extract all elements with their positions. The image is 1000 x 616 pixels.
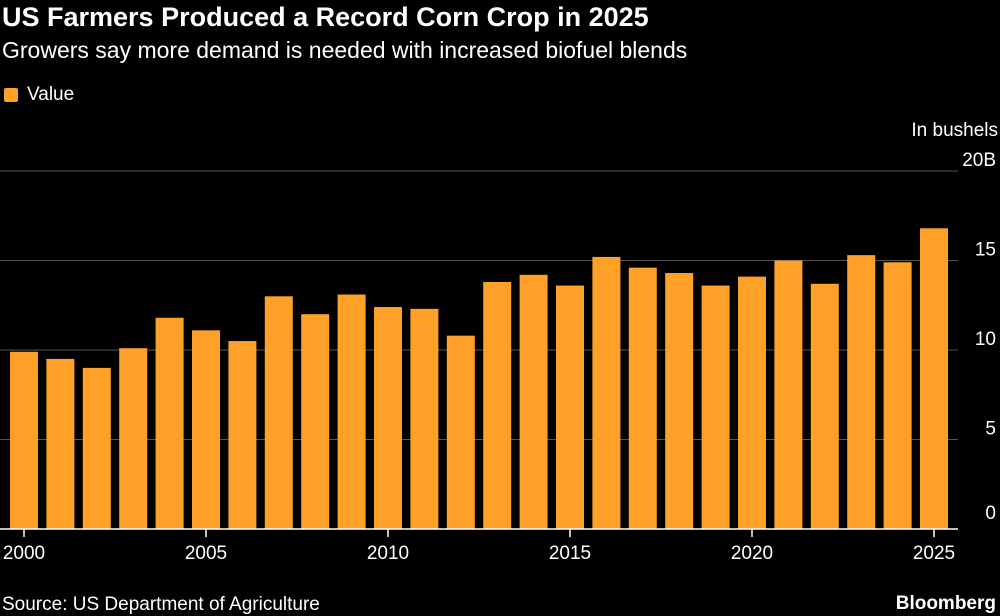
- bar-2022: [810, 283, 839, 529]
- x-tick-label: 2000: [3, 543, 45, 564]
- bar-2008: [301, 314, 330, 529]
- bar-2020: [738, 276, 766, 529]
- bar-2005: [192, 330, 220, 529]
- bar-2004: [155, 317, 184, 529]
- bar-2019: [701, 285, 730, 529]
- legend-swatch: [4, 88, 18, 102]
- x-tick-label: 2005: [185, 543, 227, 564]
- bar-2000: [10, 351, 38, 529]
- bar-2024: [883, 262, 912, 529]
- bar-2012: [446, 335, 475, 529]
- bar-2013: [483, 281, 512, 529]
- x-tick-label: 2025: [913, 543, 955, 564]
- x-tick-label: 2020: [731, 543, 773, 564]
- bar-2021: [774, 260, 803, 529]
- legend-label-value: Value: [27, 84, 75, 105]
- source-note: Source: US Department of Agriculture: [2, 594, 320, 615]
- bar-2025: [920, 228, 948, 529]
- bar-2007: [264, 296, 293, 529]
- chart-subtitle: Growers say more demand is needed with i…: [2, 37, 688, 63]
- bar-2003: [119, 348, 148, 529]
- y-tick-label: 15: [975, 240, 996, 261]
- bar-2023: [847, 255, 876, 529]
- bar-2011: [410, 308, 439, 529]
- chart-title: US Farmers Produced a Record Corn Crop i…: [2, 2, 649, 32]
- unit-label: In bushels: [911, 120, 998, 141]
- bar-2017: [628, 267, 657, 529]
- bar-2006: [228, 341, 257, 529]
- y-tick-label: 20B: [962, 150, 996, 171]
- x-tick-label: 2010: [367, 543, 409, 564]
- bar-2018: [665, 273, 694, 529]
- y-tick-label: 0: [985, 503, 996, 524]
- bar-2014: [519, 274, 548, 529]
- y-tick-label: 5: [985, 419, 996, 440]
- bar-2009: [337, 294, 366, 529]
- bar-2002: [82, 367, 111, 529]
- legend: Value: [4, 84, 74, 106]
- y-tick-label: 10: [975, 329, 996, 350]
- bar-2016: [592, 256, 621, 529]
- brand-logo: Bloomberg: [895, 593, 996, 614]
- bar-2015: [556, 285, 584, 529]
- bar-2010: [374, 307, 402, 529]
- bar-2001: [46, 358, 75, 529]
- x-tick-label: 2015: [549, 543, 591, 564]
